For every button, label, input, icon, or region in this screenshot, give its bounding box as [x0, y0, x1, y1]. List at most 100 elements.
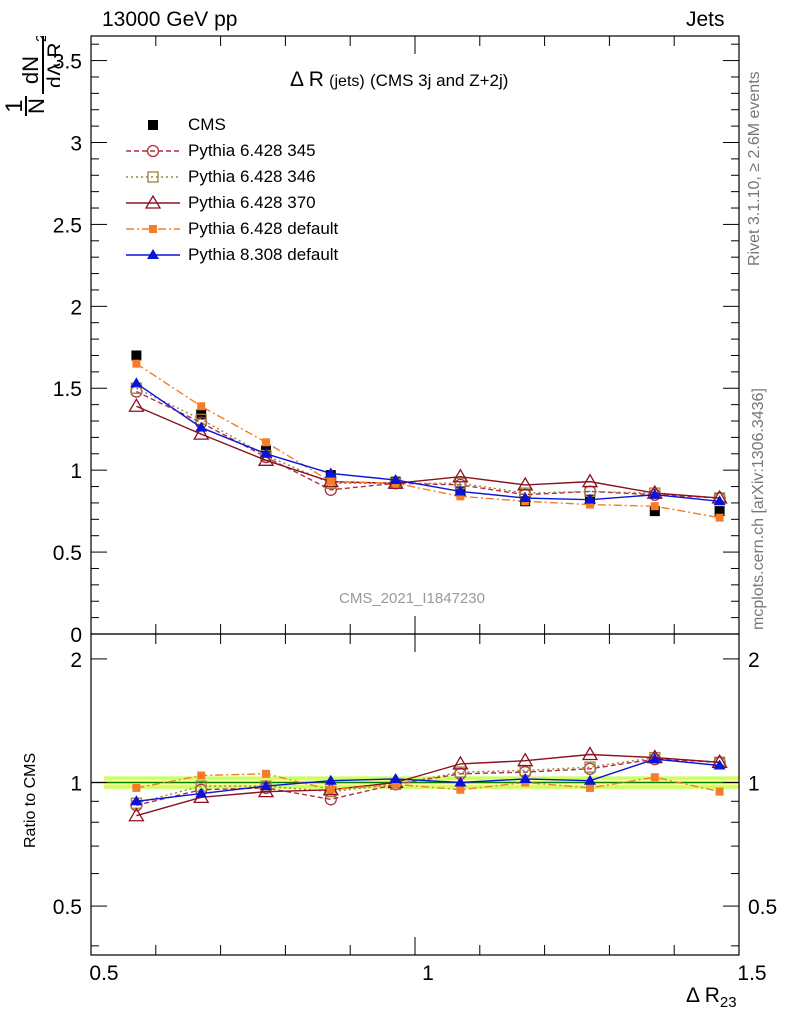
legend-marker-p6default: [149, 225, 157, 233]
legend: CMS Pythia 6.428 345 Pythia 6.428 346 Pythi…: [118, 112, 338, 268]
ratio-panel-series: [128, 746, 728, 822]
point-p8default: [195, 421, 208, 432]
point-p8default: [519, 492, 532, 503]
rivet-version-note: Rivet 3.1.10, ≥ 2.6M events: [746, 71, 763, 266]
main-y-tick-label: 0: [70, 624, 82, 647]
main-panel-series: [128, 350, 728, 522]
series-p6default: [132, 359, 724, 522]
point-p6default: [586, 500, 594, 509]
point-p8default: [454, 485, 467, 496]
legend-item-p8default: Pythia 8.308 default: [118, 242, 338, 268]
point-p8default: [260, 447, 272, 458]
ratio-line-p8default: [136, 758, 720, 802]
ratio-point-p370: [581, 746, 599, 761]
point-cms: [714, 506, 725, 517]
ratio-y-tick-label-left: 2: [70, 649, 82, 672]
legend-label-p370: Pythia 6.428 370: [188, 193, 316, 212]
ratio-line-p370: [136, 753, 720, 817]
point-p370: [193, 425, 210, 440]
ratio-point-p370: [517, 752, 534, 767]
axis-ticks: [90, 36, 740, 955]
legend-label-p345: Pythia 6.428 345: [188, 141, 316, 160]
legend-swatch-p8default: [126, 249, 180, 259]
ratio-y-tick-label-right: 1: [748, 772, 760, 795]
ratio-point-p6default: [650, 773, 659, 782]
legend-marker-p8default: [147, 249, 159, 259]
legend-swatch-p346: [126, 171, 180, 183]
point-cms: [131, 350, 142, 361]
ratio-line-p346: [136, 756, 720, 804]
x-axis-label: Δ R23: [686, 984, 737, 1011]
ratio-point-p6default: [132, 783, 141, 792]
ratio-point-p6default: [456, 785, 465, 794]
ratio-point-p6default: [391, 780, 400, 789]
legend-marker-p346: [147, 171, 159, 183]
point-p6default: [132, 359, 141, 368]
series-line-p6default: [136, 363, 720, 519]
legend-swatch-cms: [148, 120, 158, 130]
series-line-p8default: [136, 382, 720, 502]
ratio-y-tick-label-left: 1: [70, 772, 82, 795]
analysis-watermark: CMS_2021_I1847230: [339, 590, 485, 607]
legend-item-p346: Pythia 6.428 346: [118, 164, 338, 190]
legend-item-p345: Pythia 6.428 345: [118, 138, 338, 164]
ratio-point-p8default: [519, 772, 532, 783]
ratio-point-p8default: [324, 774, 337, 785]
ratio-series-p8default: [130, 753, 726, 806]
point-p8default: [324, 467, 337, 478]
legend-label-p346: Pythia 6.428 346: [188, 167, 316, 186]
legend-item-p6default: Pythia 6.428 default: [118, 216, 338, 242]
point-p370: [257, 452, 275, 466]
legend-marker-cms: [148, 120, 158, 130]
ratio-point-p8default: [713, 759, 726, 770]
process-label: Jets: [686, 8, 725, 31]
ylabel-denominator: dΔ R: [44, 42, 60, 88]
plot-title-main: Δ R: [290, 68, 324, 91]
legend-swatch-p345: [126, 144, 180, 158]
ratio-point-p8default: [454, 776, 467, 787]
ratio-point-p370: [452, 755, 469, 770]
x-axis-label-subscript: 23: [719, 994, 737, 1012]
point-p370: [452, 468, 469, 483]
legend-marker-p345: [146, 144, 160, 158]
point-p6default: [262, 438, 270, 447]
series-line-p345: [136, 390, 720, 499]
point-p370: [128, 397, 145, 412]
point-p6default: [650, 502, 659, 511]
legend-marker-p370: [144, 194, 162, 209]
point-p8default: [584, 493, 596, 504]
x-tick-label: 1: [422, 962, 434, 985]
ratio-y-tick-label-right: 0.5: [748, 896, 777, 919]
ratio-point-p8default: [195, 787, 208, 798]
ratio-point-p346: [584, 761, 596, 773]
legend-label-p8default: Pythia 8.308 default: [188, 245, 339, 264]
ratio-line-p6default: [136, 773, 720, 793]
ratio-point-p6default: [586, 783, 594, 792]
ratio-point-p8default: [584, 774, 596, 785]
plot-title: Δ R (jets) (CMS 3j and Z+2j): [290, 68, 508, 92]
ratio-point-p8default: [260, 780, 272, 791]
main-y-tick-label: 2: [70, 296, 82, 319]
point-p8default: [130, 377, 143, 388]
legend-swatch-p6default: [126, 225, 180, 233]
series-cms: [131, 350, 725, 517]
point-p370: [517, 476, 534, 491]
ratio-point-p6default: [262, 769, 270, 778]
point-p6default: [456, 492, 465, 501]
main-y-tick-label: 1: [70, 460, 82, 483]
y-axis-label-main: 1 N dN dΔ R 23: [0, 25, 67, 136]
legend-swatch-p370: [126, 194, 180, 209]
x-axis-label-main: Δ R: [686, 984, 720, 1007]
legend-item-p370: Pythia 6.428 370: [118, 190, 338, 216]
main-y-tick-label: 3.5: [53, 51, 82, 74]
point-p8default: [648, 488, 661, 499]
legend-label-p6default: Pythia 6.428 default: [188, 219, 339, 238]
point-p370: [581, 473, 599, 488]
main-y-tick-label: 1.5: [53, 378, 82, 401]
tick-labels: 0 0.5 1 1.5 2 2.5 3 3.5 0.5 0.5 1 1 2 2 0.5 1 1.5: [53, 51, 777, 985]
ratio-point-p6default: [715, 787, 724, 796]
main-y-tick-label: 3: [70, 132, 82, 155]
point-p8default: [713, 495, 726, 506]
y-axis-label-ratio: Ratio to CMS: [22, 752, 39, 848]
